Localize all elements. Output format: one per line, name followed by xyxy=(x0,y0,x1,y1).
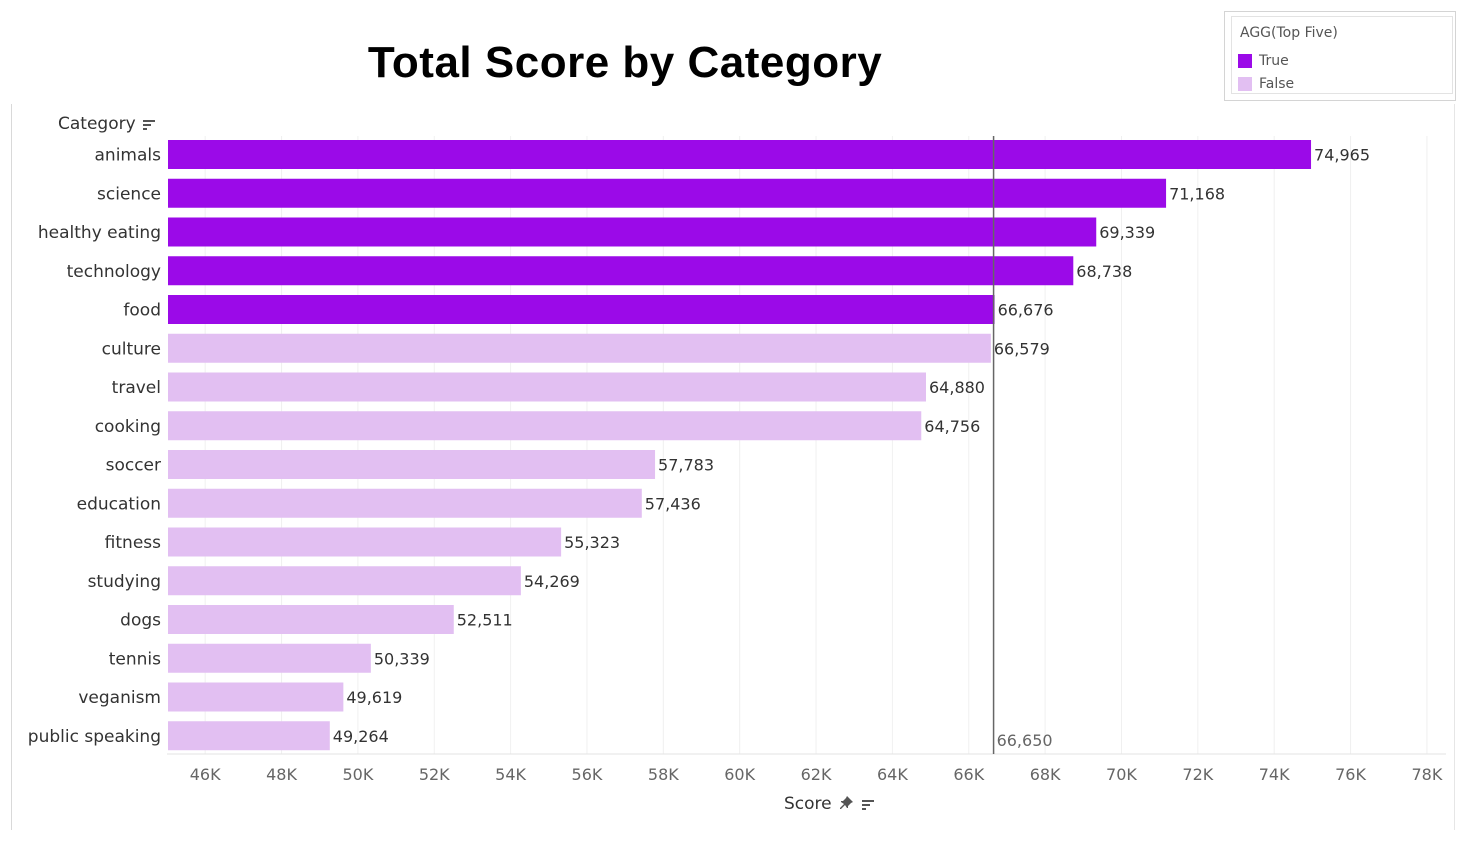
value-label: 68,738 xyxy=(1076,262,1132,281)
bar xyxy=(168,256,1074,286)
category-label: studying xyxy=(88,572,161,592)
value-label: 71,168 xyxy=(1169,184,1225,203)
x-tick-label: 78K xyxy=(1411,765,1442,784)
x-tick-label: 66K xyxy=(953,765,984,784)
category-label: tennis xyxy=(109,649,161,669)
category-label: cooking xyxy=(95,417,161,437)
category-label: food xyxy=(123,301,161,321)
category-label: animals xyxy=(95,146,162,166)
value-label: 64,756 xyxy=(924,417,980,436)
legend-item-false[interactable]: False xyxy=(1238,75,1294,93)
reference-line-label: 66,650 xyxy=(997,731,1053,750)
x-tick-label: 54K xyxy=(495,765,526,784)
bar xyxy=(168,295,995,324)
legend-label-false: False xyxy=(1259,76,1295,92)
value-label: 49,264 xyxy=(333,727,389,746)
category-axis-header[interactable]: Category xyxy=(58,114,156,134)
category-label: healthy eating xyxy=(38,223,161,243)
value-label: 66,676 xyxy=(998,301,1054,320)
value-label: 57,783 xyxy=(658,456,714,475)
value-label: 50,339 xyxy=(374,649,430,668)
x-tick-label: 74K xyxy=(1259,765,1290,784)
x-tick-label: 60K xyxy=(724,765,755,784)
score-axis-header[interactable]: Score xyxy=(784,794,875,814)
x-tick-label: 72K xyxy=(1182,765,1213,784)
category-label: travel xyxy=(112,378,161,398)
bar xyxy=(168,643,371,673)
value-label: 49,619 xyxy=(346,688,402,707)
x-tick-label: 76K xyxy=(1335,765,1366,784)
bar xyxy=(168,682,344,712)
category-label: dogs xyxy=(120,611,161,631)
value-label: 54,269 xyxy=(524,572,580,591)
x-tick-label: 56K xyxy=(572,765,603,784)
category-axis-title: Category xyxy=(58,114,136,134)
x-tick-label: 50K xyxy=(342,765,373,784)
bar xyxy=(168,488,642,518)
chart-title: Total Score by Category xyxy=(367,38,883,87)
category-label: fitness xyxy=(105,533,161,553)
category-label: veganism xyxy=(78,688,161,708)
value-label: 55,323 xyxy=(564,533,620,552)
bar xyxy=(168,372,927,402)
category-label: science xyxy=(97,184,161,204)
bar xyxy=(168,333,991,363)
bar xyxy=(168,527,562,557)
category-label: technology xyxy=(67,262,161,282)
value-label: 64,880 xyxy=(929,378,985,397)
x-tick-label: 58K xyxy=(648,765,679,784)
frame-border-left xyxy=(11,104,12,830)
legend-panel: AGG(Top Five) True False xyxy=(1231,16,1453,94)
value-label: 52,511 xyxy=(457,611,513,630)
x-tick-label: 68K xyxy=(1030,765,1061,784)
category-label: soccer xyxy=(106,456,161,476)
value-label: 66,579 xyxy=(994,339,1050,358)
value-label: 57,436 xyxy=(645,494,701,513)
bar xyxy=(168,217,1097,247)
bar xyxy=(168,450,656,479)
legend-swatch-false xyxy=(1238,77,1252,91)
value-label: 74,965 xyxy=(1314,146,1370,165)
bar xyxy=(168,721,330,751)
bar xyxy=(168,140,1312,169)
value-label: 69,339 xyxy=(1099,223,1155,242)
sort-icon[interactable] xyxy=(862,799,875,810)
category-label: education xyxy=(77,494,161,514)
x-tick-label: 52K xyxy=(419,765,450,784)
x-tick-label: 48K xyxy=(266,765,297,784)
x-tick-label: 46K xyxy=(190,765,221,784)
bar xyxy=(168,566,521,596)
legend[interactable]: AGG(Top Five) True False xyxy=(1224,11,1456,101)
x-tick-label: 62K xyxy=(801,765,832,784)
legend-title: AGG(Top Five) xyxy=(1240,25,1338,41)
score-axis-title: Score xyxy=(784,794,832,814)
category-label: culture xyxy=(102,339,161,359)
category-label: public speaking xyxy=(28,727,161,747)
bar xyxy=(168,605,454,634)
legend-swatch-true xyxy=(1238,54,1252,68)
legend-item-true[interactable]: True xyxy=(1238,52,1289,70)
legend-label-true: True xyxy=(1259,53,1289,69)
x-tick-label: 64K xyxy=(877,765,908,784)
bar xyxy=(168,178,1167,208)
sort-icon[interactable] xyxy=(143,119,156,130)
frame-border-right xyxy=(1454,104,1455,830)
pin-icon[interactable] xyxy=(840,796,854,810)
x-tick-label: 70K xyxy=(1106,765,1137,784)
bar xyxy=(168,411,922,441)
